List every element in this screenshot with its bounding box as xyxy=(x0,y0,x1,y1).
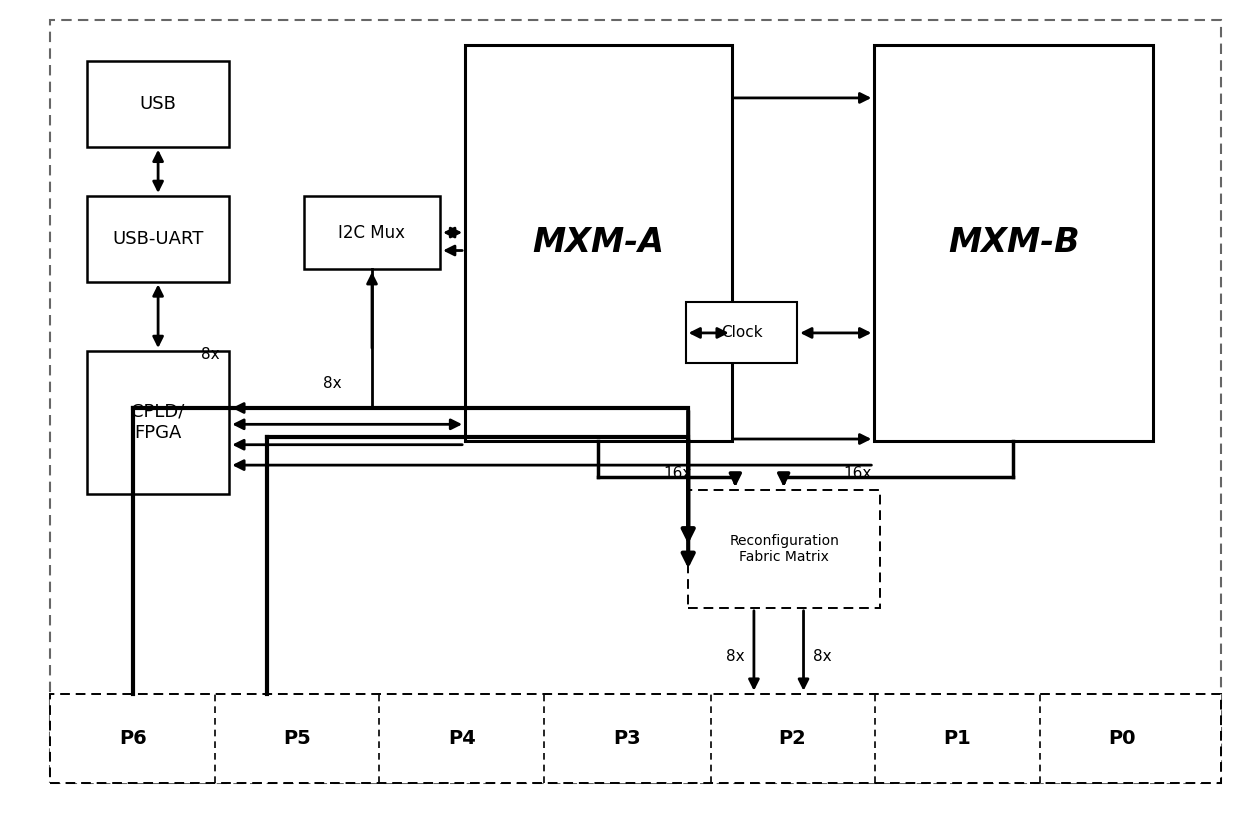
Text: 16x: 16x xyxy=(663,466,692,481)
Text: 8x: 8x xyxy=(812,650,832,664)
Text: USB-UART: USB-UART xyxy=(113,229,203,248)
Text: Clock: Clock xyxy=(720,325,763,340)
FancyBboxPatch shape xyxy=(87,351,229,494)
FancyBboxPatch shape xyxy=(688,490,880,608)
Text: I2C Mux: I2C Mux xyxy=(339,224,405,242)
Text: P1: P1 xyxy=(944,729,971,748)
FancyBboxPatch shape xyxy=(465,45,732,441)
FancyBboxPatch shape xyxy=(874,45,1153,441)
Text: P4: P4 xyxy=(449,729,476,748)
Text: MXM-A: MXM-A xyxy=(532,226,665,259)
Text: P6: P6 xyxy=(119,729,146,748)
FancyBboxPatch shape xyxy=(686,302,797,363)
FancyBboxPatch shape xyxy=(50,694,1221,783)
FancyBboxPatch shape xyxy=(304,196,440,269)
Text: 16x: 16x xyxy=(843,466,872,481)
Text: Reconfiguration
Fabric Matrix: Reconfiguration Fabric Matrix xyxy=(729,534,839,564)
Text: P0: P0 xyxy=(1109,729,1136,748)
Text: CPLD/
FPGA: CPLD/ FPGA xyxy=(131,403,185,441)
Text: 8x: 8x xyxy=(725,650,745,664)
FancyBboxPatch shape xyxy=(87,61,229,147)
Text: P5: P5 xyxy=(284,729,311,748)
Text: P2: P2 xyxy=(779,729,806,748)
Text: 8x: 8x xyxy=(201,348,221,362)
FancyBboxPatch shape xyxy=(50,20,1221,783)
FancyBboxPatch shape xyxy=(87,196,229,282)
Text: 8x: 8x xyxy=(322,376,342,391)
Text: USB: USB xyxy=(140,95,176,113)
Text: P3: P3 xyxy=(614,729,641,748)
Text: MXM-B: MXM-B xyxy=(947,226,1080,259)
